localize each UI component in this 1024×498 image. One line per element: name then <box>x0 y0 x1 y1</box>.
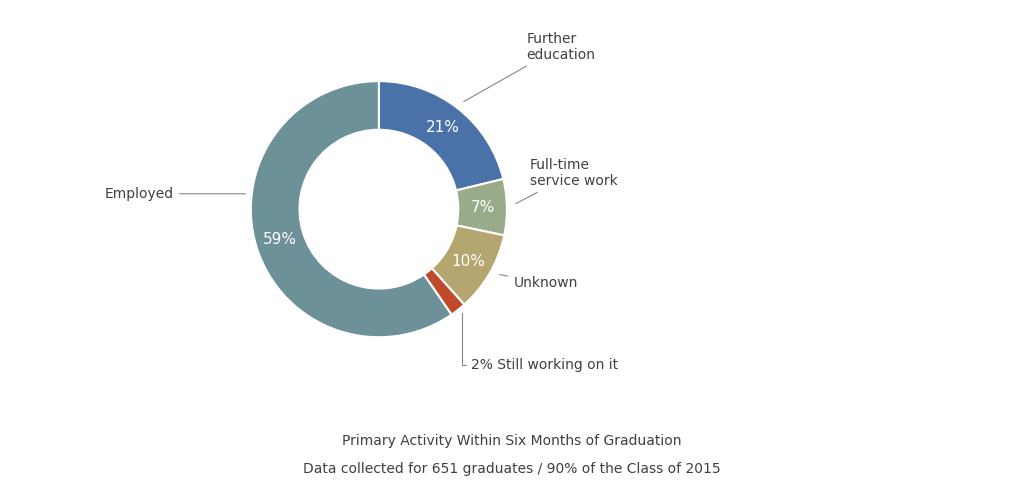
Wedge shape <box>251 81 452 337</box>
Wedge shape <box>379 81 504 190</box>
Text: 2% Still working on it: 2% Still working on it <box>462 313 618 373</box>
Text: Employed: Employed <box>104 187 246 201</box>
Wedge shape <box>456 179 507 236</box>
Text: Further
education: Further education <box>464 32 595 102</box>
Wedge shape <box>424 268 464 315</box>
Text: Full-time
service work: Full-time service work <box>516 158 617 204</box>
Wedge shape <box>432 226 504 305</box>
Text: Data collected for 651 graduates / 90% of the Class of 2015: Data collected for 651 graduates / 90% o… <box>303 462 721 476</box>
Text: 59%: 59% <box>263 233 297 248</box>
Text: Unknown: Unknown <box>500 274 578 290</box>
Text: Primary Activity Within Six Months of Graduation: Primary Activity Within Six Months of Gr… <box>342 434 682 448</box>
Text: 7%: 7% <box>470 200 495 215</box>
Text: 10%: 10% <box>452 253 485 268</box>
Text: 21%: 21% <box>426 120 460 135</box>
